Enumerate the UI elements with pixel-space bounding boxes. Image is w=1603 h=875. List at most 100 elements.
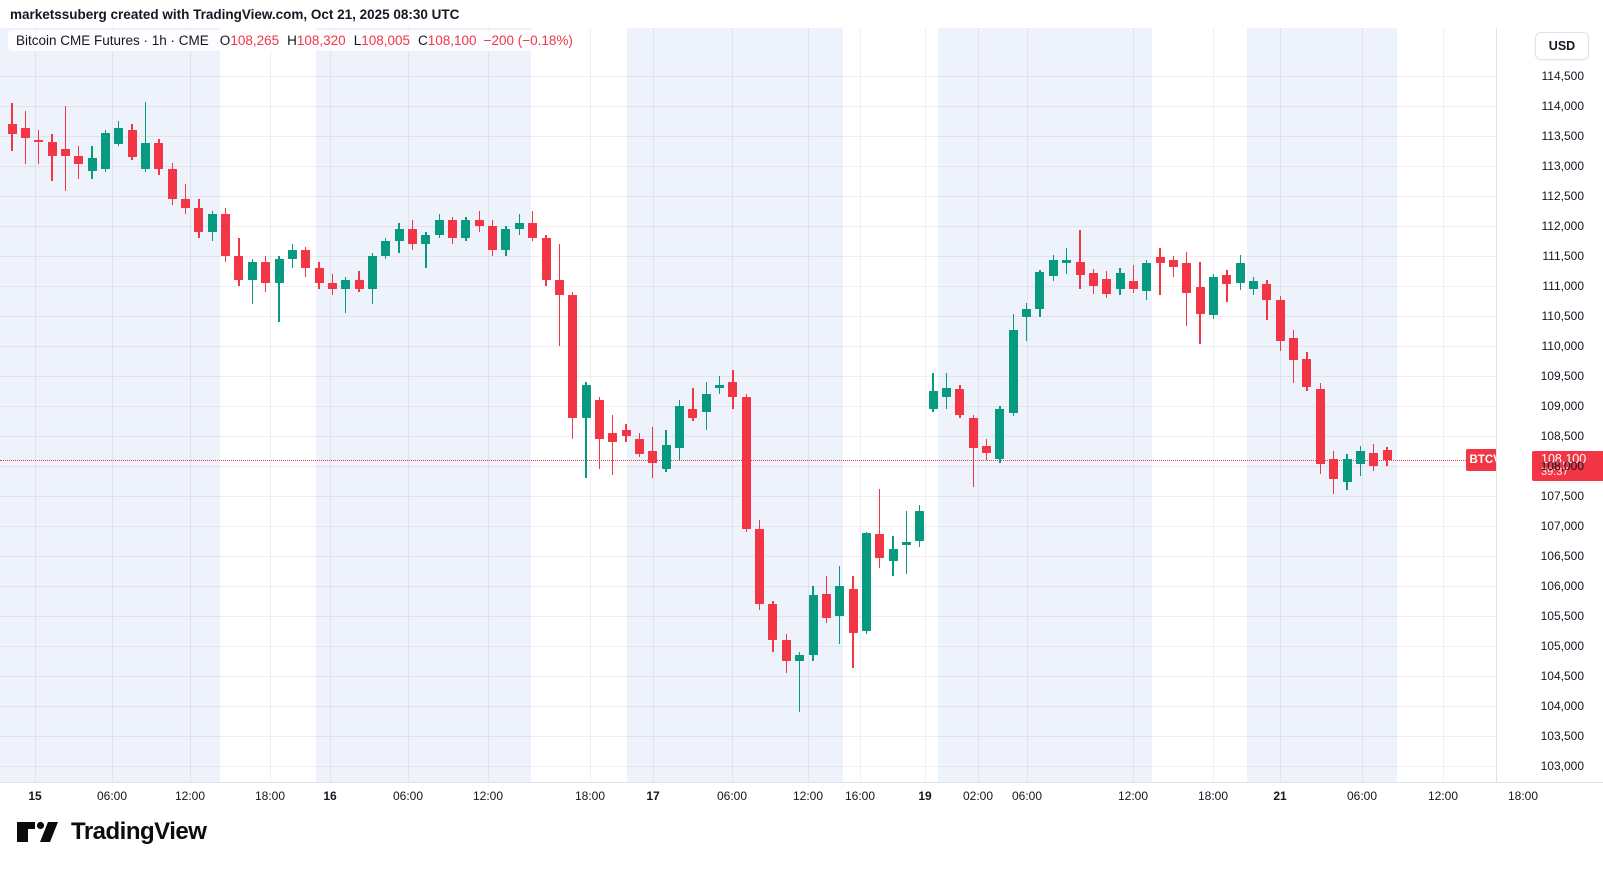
candle	[20, 128, 30, 138]
price-gridline	[0, 106, 1496, 107]
candle	[1062, 260, 1072, 264]
time-axis-label: 12:00	[1427, 789, 1459, 803]
price-gridline	[0, 736, 1496, 737]
candle	[1302, 358, 1312, 388]
time-axis-label: 18:00	[574, 789, 606, 803]
time-gridline	[270, 28, 271, 782]
candle	[835, 586, 845, 616]
price-axis-label: 112,000	[1541, 219, 1585, 233]
candle	[261, 262, 271, 283]
candle	[554, 280, 564, 295]
candle	[795, 655, 805, 661]
candle-wick	[278, 256, 280, 322]
time-gridline	[925, 28, 926, 782]
price-axis-label: 114,000	[1541, 99, 1585, 113]
low-value: L108,005	[353, 33, 411, 48]
candle	[1168, 260, 1178, 267]
price-axis[interactable]: USD 108,100 39:37 114,500 114,000 113,500 1…	[1496, 28, 1603, 782]
candle	[167, 169, 177, 199]
candle-wick	[64, 106, 67, 192]
price-gridline	[0, 256, 1496, 257]
candle	[541, 238, 551, 280]
candle	[421, 235, 431, 244]
candle	[408, 229, 417, 244]
price-axis-label: 103,000	[1540, 759, 1584, 773]
last-price-label: 108,100 39:37	[1532, 451, 1603, 481]
candle	[127, 130, 137, 157]
price-gridline	[0, 646, 1496, 647]
time-axis-label: 19	[918, 789, 932, 803]
candle	[1382, 450, 1392, 460]
chart-plot-area[interactable]	[0, 28, 1496, 782]
candle	[1142, 263, 1152, 291]
time-gridline	[1280, 28, 1281, 782]
candle	[741, 397, 751, 529]
time-gridline	[408, 28, 409, 782]
tradingview-footer-logo[interactable]: TradingView	[15, 816, 207, 848]
session-band	[316, 28, 531, 782]
candle	[1115, 273, 1125, 289]
candle	[1008, 329, 1018, 414]
candle	[901, 542, 911, 546]
candle-wick	[1159, 248, 1161, 295]
legend-ohlc: O108,265 H108,320 L108,005 C108,100	[220, 33, 477, 48]
candle	[528, 223, 538, 238]
price-axis-label: 106,500	[1540, 549, 1584, 563]
candle-wick	[345, 277, 347, 313]
candle	[1075, 262, 1085, 276]
candle	[1182, 263, 1192, 293]
candle	[34, 140, 44, 142]
candle	[314, 268, 324, 283]
tradingview-logo-icon	[17, 821, 58, 842]
candle	[581, 385, 591, 418]
time-axis-label: 18:00	[254, 789, 286, 803]
time-gridline	[1362, 28, 1363, 782]
candle-wick	[251, 259, 253, 304]
candle	[768, 604, 778, 640]
time-gridline	[978, 28, 979, 782]
candle	[1022, 308, 1032, 318]
currency-toggle-button[interactable]: USD	[1535, 32, 1589, 60]
time-gridline	[330, 28, 331, 782]
price-gridline	[0, 706, 1496, 707]
candle	[1369, 452, 1379, 466]
time-axis-label: 12:00	[1117, 789, 1149, 803]
time-axis[interactable]: 15 06:00 12:00 18:00 16 06:00 12:00 18:00 17 06:0…	[0, 782, 1603, 813]
price-axis-label: 113,500	[1541, 129, 1585, 143]
time-axis-label: 21	[1273, 789, 1287, 803]
time-axis-label: 06:00	[392, 789, 424, 803]
price-axis-label: 114,500	[1541, 69, 1585, 83]
candle	[1235, 262, 1245, 283]
candle	[354, 280, 364, 289]
time-axis-label: 12:00	[792, 789, 824, 803]
time-axis-label: 12:00	[472, 789, 504, 803]
candle	[7, 124, 17, 135]
candle	[875, 534, 885, 558]
session-band	[0, 28, 220, 782]
candle	[474, 220, 484, 226]
candle	[207, 214, 217, 232]
time-gridline	[1133, 28, 1134, 782]
candle	[221, 214, 231, 256]
tradingview-logo-text: TradingView	[71, 818, 207, 845]
price-gridline	[0, 766, 1496, 767]
time-axis-label: 02:00	[962, 789, 994, 803]
chart-legend[interactable]: Bitcoin CME Futures · 1h · CME O108,265 …	[8, 30, 581, 51]
candle-wick	[879, 488, 881, 568]
candle	[1249, 281, 1259, 289]
candle	[1315, 388, 1325, 464]
candle	[915, 511, 925, 541]
candle	[501, 229, 511, 250]
candle	[848, 589, 858, 633]
price-axis-label: 109,500	[1540, 369, 1584, 383]
candle	[287, 250, 297, 259]
candle	[181, 199, 191, 208]
time-gridline	[488, 28, 489, 782]
candle	[367, 256, 377, 289]
candle	[1048, 260, 1058, 277]
time-gridline	[190, 28, 191, 782]
candle	[1329, 458, 1339, 479]
time-axis-label: 06:00	[716, 789, 748, 803]
time-axis-label: 06:00	[1346, 789, 1378, 803]
candle	[661, 445, 671, 469]
